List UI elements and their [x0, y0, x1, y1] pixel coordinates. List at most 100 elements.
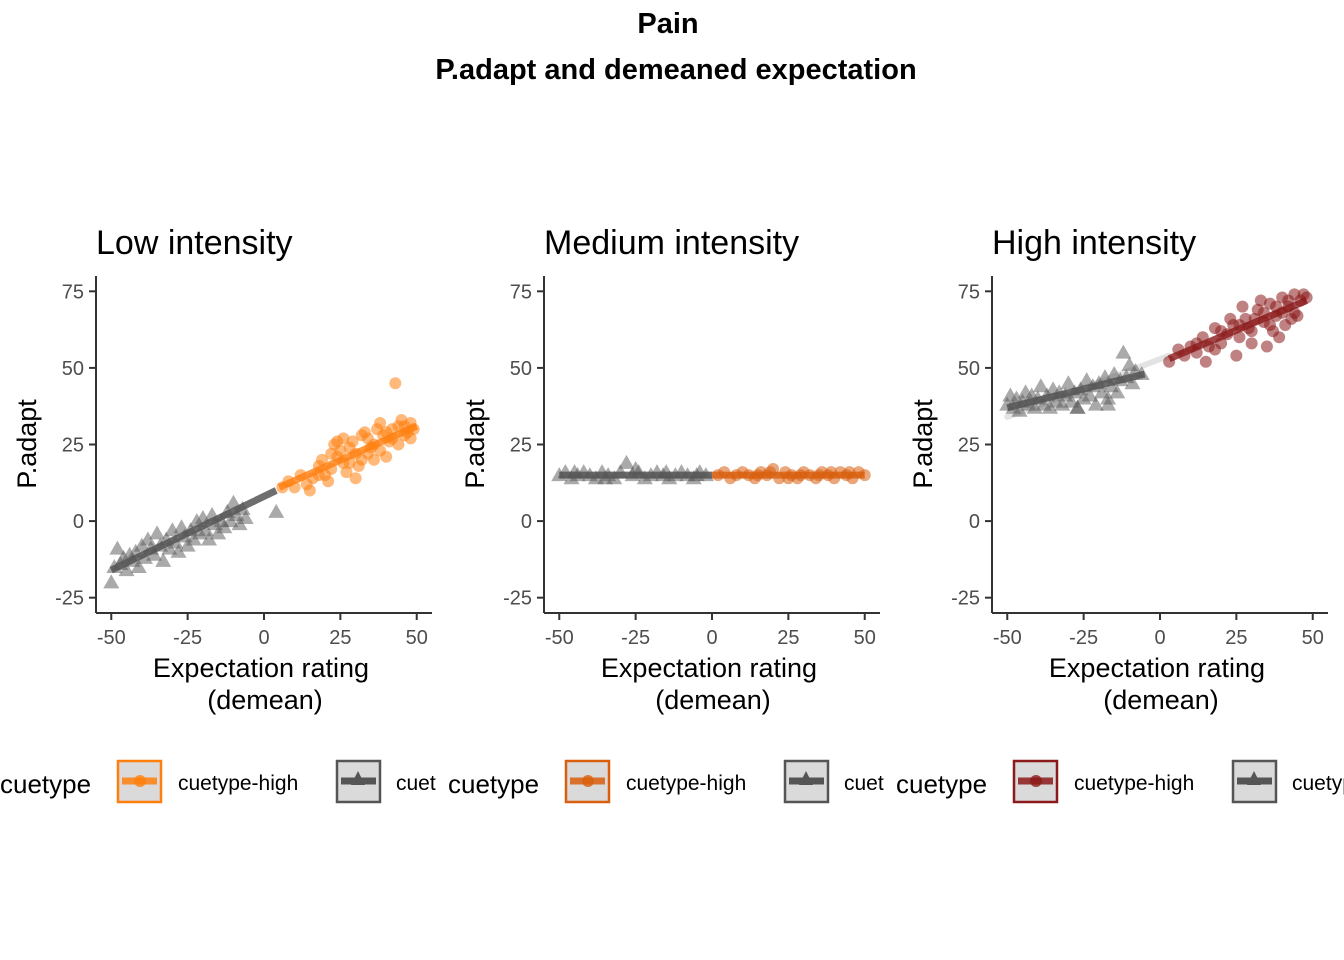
x-tick-label: -25: [173, 627, 202, 649]
data-point-triangle: [1011, 402, 1028, 417]
figure-subtitle: P.adapt and demeaned expectation: [435, 54, 916, 86]
y-tick-label: 0: [969, 511, 980, 533]
x-tick-label: -25: [1069, 627, 1098, 649]
data-point-circle: [404, 432, 417, 445]
x-tick-label: 25: [777, 627, 799, 649]
legend: cuetype cuetype-high cuetype-low: [0, 759, 509, 804]
data-point-triangle: [149, 525, 166, 540]
data-point-circle: [340, 466, 353, 479]
legend-title: cuetype: [448, 769, 539, 799]
y-tick-label: 50: [958, 358, 980, 380]
data-point-circle: [322, 475, 335, 488]
panel-3: High intensity -25 0 25 50 75 -50 -25 0 25 50 Expec…: [896, 224, 1344, 804]
y-tick-label: 75: [958, 281, 980, 303]
data-point-circle: [355, 429, 368, 442]
y-tick-label: 50: [510, 358, 532, 380]
x-tick-label: 50: [854, 627, 876, 649]
data-point-circle: [1273, 331, 1286, 344]
data-point-circle: [334, 444, 347, 457]
x-tick-label: 25: [329, 627, 351, 649]
y-tick-label: -25: [951, 588, 980, 610]
x-axis-label-line2: (demean): [1103, 685, 1219, 715]
plot-area: [551, 454, 871, 485]
y-tick-label: 75: [510, 281, 532, 303]
legend-label-high: cuetype-high: [178, 772, 298, 795]
data-point-triangle: [197, 522, 214, 537]
data-point-triangle: [1100, 396, 1117, 411]
data-point-circle: [1199, 355, 1212, 368]
legend-key-circle: [1030, 775, 1042, 787]
data-point-triangle: [103, 574, 120, 589]
x-tick-label: -50: [97, 627, 126, 649]
y-axis-label: P.adapt: [460, 399, 490, 489]
data-point-circle: [1208, 343, 1221, 356]
fit-line: [109, 487, 278, 574]
x-axis-label-line2: (demean): [207, 685, 323, 715]
data-point-triangle: [146, 546, 163, 561]
x-tick-label: 0: [706, 627, 717, 649]
panel-title: High intensity: [992, 224, 1196, 262]
legend-key-triangle: [799, 771, 813, 785]
data-point-circle: [1260, 340, 1273, 353]
legend-label-low: cuetype-low: [396, 772, 509, 795]
panel-2: Medium intensity -25 0 25 50 75 -50 -25 0 25 50 Exp…: [448, 224, 957, 804]
data-point-triangle: [237, 510, 254, 525]
y-tick-label: -25: [503, 588, 532, 610]
y-axis-label: P.adapt: [908, 399, 938, 489]
data-point-triangle: [173, 519, 190, 534]
data-point-circle: [349, 472, 362, 485]
legend: cuetype cuetype-high cuetype-low: [448, 759, 957, 804]
panel-title: Medium intensity: [544, 224, 799, 262]
x-tick-label: 50: [406, 627, 428, 649]
data-point-triangle: [155, 552, 172, 567]
data-point-triangle: [118, 562, 135, 577]
data-point-circle: [316, 453, 329, 466]
y-tick-label: 75: [62, 281, 84, 303]
data-point-triangle: [1060, 375, 1077, 390]
legend-key-circle: [582, 775, 594, 787]
x-axis-label: Expectation rating: [601, 653, 817, 683]
y-tick-label: 0: [521, 511, 532, 533]
x-axis-label: Expectation rating: [153, 653, 369, 683]
legend-key-circle: [134, 775, 146, 787]
y-tick-label: 25: [958, 435, 980, 457]
fit-line: [1006, 370, 1146, 412]
data-point-triangle: [627, 461, 644, 476]
legend-label-low: cuetype-low: [1292, 772, 1344, 795]
data-point-triangle: [1115, 344, 1132, 359]
legend-label-low: cuetype-low: [844, 772, 957, 795]
x-tick-label: -50: [993, 627, 1022, 649]
y-tick-label: 0: [73, 511, 84, 533]
data-point-triangle: [1109, 384, 1126, 399]
data-point-triangle: [109, 540, 126, 555]
data-point-circle: [1236, 300, 1249, 313]
data-point-triangle: [1081, 387, 1098, 402]
x-tick-label: 25: [1225, 627, 1247, 649]
data-point-circle: [1230, 349, 1243, 362]
figure-title: Pain: [637, 8, 698, 40]
y-axis-label: P.adapt: [12, 399, 42, 489]
legend-key-triangle: [351, 771, 365, 785]
data-point-circle: [303, 484, 316, 497]
data-point-triangle: [1069, 399, 1086, 414]
data-point-circle: [346, 435, 359, 448]
data-point-triangle: [1032, 378, 1049, 393]
plot-area: [999, 288, 1313, 420]
x-tick-label: -50: [545, 627, 574, 649]
x-axis-label: Expectation rating: [1049, 653, 1265, 683]
legend-title: cuetype: [0, 769, 91, 799]
y-tick-label: 25: [510, 435, 532, 457]
x-tick-label: -25: [621, 627, 650, 649]
data-point-circle: [325, 447, 338, 460]
data-point-triangle: [225, 494, 242, 509]
data-point-triangle: [170, 543, 187, 558]
legend-key-triangle: [1247, 771, 1261, 785]
data-point-triangle: [1124, 375, 1141, 390]
legend-label-high: cuetype-high: [626, 772, 746, 795]
data-point-circle: [389, 377, 402, 390]
data-point-triangle: [1087, 396, 1104, 411]
y-tick-label: 50: [62, 358, 84, 380]
x-tick-label: 0: [258, 627, 269, 649]
data-point-triangle: [139, 531, 156, 546]
